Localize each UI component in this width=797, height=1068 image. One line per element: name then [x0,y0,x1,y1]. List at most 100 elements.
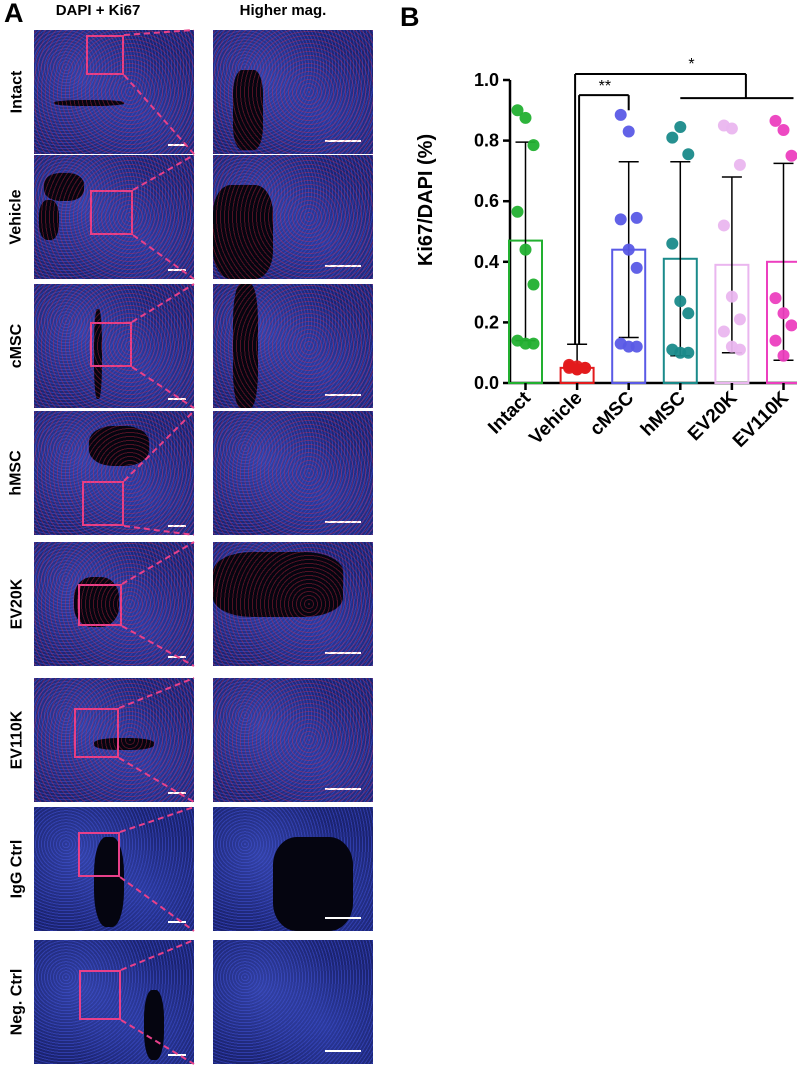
y-axis-title: Ki67/DAPI (%) [415,134,437,266]
panel-a-letter: A [4,0,24,28]
data-point [733,158,746,171]
micrograph-higher-mag [213,155,373,279]
lumen-region [44,173,84,201]
row-label-2: cMSC [0,284,34,408]
row-label-0: Intact [0,30,34,154]
col-header-dapi-ki67: DAPI + Ki67 [55,2,141,19]
data-point [769,292,782,305]
scale-bar [325,917,361,919]
data-point [527,337,540,350]
roi-box [74,708,119,758]
row-label-7: Neg. Ctrl [0,940,34,1064]
lumen-region [89,426,149,466]
data-point [682,307,695,320]
roi-box [82,481,124,526]
micrograph-low-mag [34,155,194,279]
row-label-6: IgG Ctrl [0,807,34,931]
x-tick-label: Vehicle [525,388,586,449]
micrograph-low-mag [34,678,194,802]
micrograph-higher-mag [213,284,373,408]
micrograph-higher-mag [213,30,373,154]
micrograph-low-mag [34,542,194,666]
lumen-region [213,552,343,617]
row-label-text: EV20K [8,578,26,630]
data-point [527,278,540,291]
row-label-4: EV20K [0,542,34,666]
row-label-text: hMSC [8,450,26,496]
scale-bar [168,656,186,658]
lumen-region [213,185,273,279]
data-point [614,108,627,121]
scale-bar [168,525,186,527]
scale-bar [168,144,186,146]
scale-bar [168,269,186,271]
x-tick-label: hMSC [637,387,690,440]
sig-label: * [688,56,694,73]
data-point [527,139,540,152]
row-label-text: Vehicle [8,189,25,245]
row-label-1: Vehicle [0,155,34,279]
row-label-3: hMSC [0,411,34,535]
roi-box [78,832,120,877]
data-point [785,319,797,332]
scale-bar [325,652,361,654]
lumen-region [94,309,102,399]
lumen-region [273,837,353,931]
x-tick-label: EV110K [729,387,793,451]
roi-box [79,970,121,1020]
data-point [622,125,635,138]
scale-bar [168,398,186,400]
micrograph-higher-mag [213,678,373,802]
data-point [614,213,627,226]
data-point [785,149,797,162]
data-point [571,363,584,376]
x-tick-label: cMSC [586,387,638,439]
micrograph-higher-mag [213,542,373,666]
data-point [666,131,679,144]
y-tick-label: 0.2 [474,312,499,332]
micrograph-higher-mag [213,940,373,1064]
data-point [733,343,746,356]
col-header-higher-mag: Higher mag. [239,2,327,19]
roi-box [78,584,122,626]
scale-bar [325,788,361,790]
row-label-text: IgG Ctrl [8,839,26,899]
sig-label: ** [599,78,611,95]
data-point [725,290,738,303]
lumen-region [74,577,119,627]
micrograph-low-mag [34,940,194,1064]
data-point [717,325,730,338]
micrograph-low-mag [34,30,194,154]
lumen-region [39,200,59,240]
y-tick-label: 0.6 [474,191,499,211]
micrograph-low-mag [34,284,194,408]
data-point [630,261,643,274]
lumen-region [144,990,164,1060]
data-point [777,123,790,136]
micrograph-low-mag [34,411,194,535]
y-tick-label: 0.8 [474,131,499,151]
data-point [733,313,746,326]
row-label-text: Intact [8,70,26,114]
y-tick-label: 1.0 [474,70,499,90]
lumen-region [233,70,263,150]
data-point [769,334,782,347]
ki67-bar-chart: Ki67/DAPI (%) 0.00.20.40.60.81.0IntactVe… [415,56,797,452]
roi-box [90,190,133,235]
data-point [777,307,790,320]
scale-bar [325,521,361,523]
data-point [674,120,687,133]
data-point [674,295,687,308]
micrograph-higher-mag [213,807,373,931]
y-tick-label: 0.0 [474,373,499,393]
y-tick-label: 0.4 [474,252,499,272]
lumen-region [233,284,258,408]
micrograph-higher-mag [213,411,373,535]
row-label-5: EV110K [0,678,34,802]
data-point [682,346,695,359]
data-point [769,114,782,127]
scale-bar [168,1054,186,1056]
roi-box [86,35,124,75]
data-point [622,243,635,256]
scale-bar [325,1050,361,1052]
